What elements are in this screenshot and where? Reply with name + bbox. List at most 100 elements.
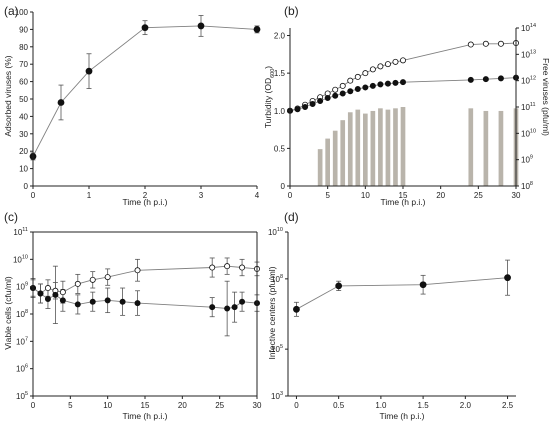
panel-a-y-tick-label-3: 30 [19, 130, 28, 139]
panel-a-y-tick-label-9: 90 [19, 25, 28, 34]
panel-c-x-tick-label-2: 10 [103, 401, 112, 410]
panel-a-series-point-4 [197, 22, 205, 30]
panel-c-series-0-point-8 [134, 267, 141, 274]
panel-b-series-0-point-7 [339, 82, 346, 89]
panel-c-series-1-point-4 [59, 297, 66, 304]
panel-d-series-point-2 [419, 281, 427, 289]
panel-c-y-tick-label-6: 1011 [13, 227, 28, 237]
panel-d-x-tick-label-1: 0.5 [333, 401, 345, 410]
panel-b-y-tick-label-3: 1.5 [274, 69, 286, 78]
panel-b-series-1-point-11 [369, 82, 376, 89]
panel-b-y2-tick-label-1: 109 [521, 155, 533, 165]
panel-b-letter: (b) [284, 4, 299, 18]
panel-d-y-tick-label-1: 105 [271, 344, 283, 354]
panel-b-bar-8 [378, 108, 383, 186]
panel-c-series-1-point-10 [209, 304, 216, 311]
panel-c-x-axis-title: Time (h p.i.) [122, 411, 167, 421]
panel-d-series-point-3 [504, 274, 511, 282]
panel-c-y-tick-label-1: 106 [16, 364, 28, 374]
panel-b-series-0-line [289, 42, 517, 112]
panel-d-x-tick-label-4: 2.0 [460, 401, 472, 410]
panel-b-series-1-point-17 [482, 76, 489, 83]
panel-d-marks [293, 259, 511, 317]
panel-b-y2-tick-label-0: 108 [521, 181, 533, 191]
panel-c-x-tick-label-6: 30 [253, 401, 262, 410]
panel-b-y2-tick-label-5: 1013 [521, 49, 536, 59]
panel-d-series-point-1 [335, 282, 343, 290]
panel-b-series-1-point-3 [309, 100, 316, 107]
panel-b-series-0-point-9 [354, 73, 361, 80]
panel-a-y-tick-label-10: 100 [15, 8, 29, 17]
panel-b-x-tick-label-4: 20 [436, 191, 445, 200]
panel-b-y-tick-label-4: 2.0 [274, 32, 286, 41]
panel-b-y-axis-title-main: Turbidity (OD [263, 78, 273, 128]
panel-b-series-1-point-7 [339, 90, 346, 97]
panel-d-axes: 0 0.5 1.0 1.5 2.0 2.5 103 105 108 1010 [268, 227, 516, 410]
panel-b-bar-2 [332, 130, 338, 186]
panel-b-bar-0 [317, 149, 323, 186]
panel-c-series-1-point-11 [224, 305, 231, 312]
panel-c-series-0-point-11 [239, 264, 246, 271]
panel-c-x-tick-label-5: 25 [215, 401, 224, 410]
panel-c-y-tick-label-0: 105 [16, 391, 28, 401]
panel-c-series-1-point-6 [89, 298, 96, 305]
panel-b-series-0-point-18 [497, 40, 504, 47]
panel-d-x-tick-label-3: 1.5 [418, 401, 430, 410]
panel-a-y-tick-label-0: 0 [24, 182, 29, 191]
panel-c-series-1-point-5 [74, 301, 81, 308]
panel-a-letter: (a) [4, 4, 19, 18]
panel-c-series-0-point-10 [224, 263, 231, 270]
panel-c-y-tick-label-3: 108 [16, 309, 28, 319]
panel-d-x-tick-label-0: 0 [294, 401, 299, 410]
panel-b-series-1-point-6 [332, 92, 339, 99]
panel-b-series-1-point-13 [384, 80, 391, 87]
panel-c-x-tick-label-1: 5 [68, 401, 73, 410]
panel-b-x-tick-label-1: 5 [325, 191, 330, 200]
panel-b-x-axis-title: Time (h p.i.) [380, 197, 425, 207]
panel-b-axes: 0 5 10 15 20 25 30 0 0.5 1.0 1.5 2.0 108 109 1010 1011 1… [274, 23, 536, 200]
panel-c-series-0-point-4 [59, 289, 66, 296]
panel-b-y2-axis-title: Free viruses (pfu/ml) [541, 58, 550, 136]
panel-c-y-tick-label-2: 107 [16, 336, 28, 346]
panel-b-y-tick-label-1: 0.5 [274, 144, 286, 153]
panel-d-y-axis-title: Infective centers (pfu/ml) [267, 266, 277, 359]
panel-b-bars [317, 107, 519, 186]
panel-b-y-axis-title-end: ) [263, 66, 273, 69]
panel-b-bar-14 [498, 110, 504, 186]
panel-c-series-1-point-7 [104, 297, 111, 304]
panel-b-series-0-point-13 [384, 61, 391, 68]
panel-a-x-tick-label-1: 1 [87, 191, 92, 200]
panel-a-y-tick-label-5: 50 [19, 95, 28, 104]
panel-c-series-0-point-7 [104, 274, 111, 281]
panel-c-series-1-point-12 [231, 304, 238, 311]
panel-b-series-1-point-8 [347, 88, 354, 95]
panel-b-bar-5 [355, 109, 361, 186]
panel-b-series-1-point-16 [467, 76, 474, 83]
panel-b-series-1-point-14 [392, 79, 399, 86]
panel-a-y-tick-label-6: 60 [19, 78, 28, 87]
panel-d-letter: (d) [284, 210, 299, 224]
panel-b-series-1-point-1 [294, 106, 301, 113]
panel-a-series-point-5 [253, 25, 261, 33]
panel-a-x-tick-label-0: 0 [31, 191, 36, 200]
panel-a-x-axis-title: Time (h p.i.) [122, 197, 167, 207]
panel-b-y2-tick-label-6: 1014 [521, 23, 536, 33]
panel-c-y-tick-label-4: 109 [16, 282, 28, 292]
panel-a-series-point-1 [57, 99, 65, 106]
panel-c-axes: 0 5 10 15 20 25 30 105 106 107 108 109 1010 1011 [13, 227, 262, 410]
panel-c-series-0-point-2 [44, 285, 51, 292]
panel-c-series-1-point-2 [44, 295, 51, 302]
panel-c-series-1-line [32, 287, 258, 309]
panel-a-series-point-3 [141, 24, 149, 32]
panel-c-series-1-point-9 [134, 300, 141, 307]
panel-b-series-1-point-15 [399, 79, 406, 86]
panel-b-series-0-point-10 [362, 70, 369, 77]
panel-b-series-1-point-12 [377, 81, 384, 88]
panel-c-series-1-point-3 [52, 291, 59, 298]
panel-c-x-tick-label-0: 0 [31, 401, 36, 410]
panel-b-bar-4 [347, 112, 353, 186]
panel-a-y-axis-title: Adsorbed viruses (%) [3, 55, 13, 136]
panel-a-marks [29, 15, 261, 161]
panel-d-x-axis-title: Time (h p.i.) [379, 411, 424, 421]
panel-b-series-0-point-17 [482, 40, 489, 47]
